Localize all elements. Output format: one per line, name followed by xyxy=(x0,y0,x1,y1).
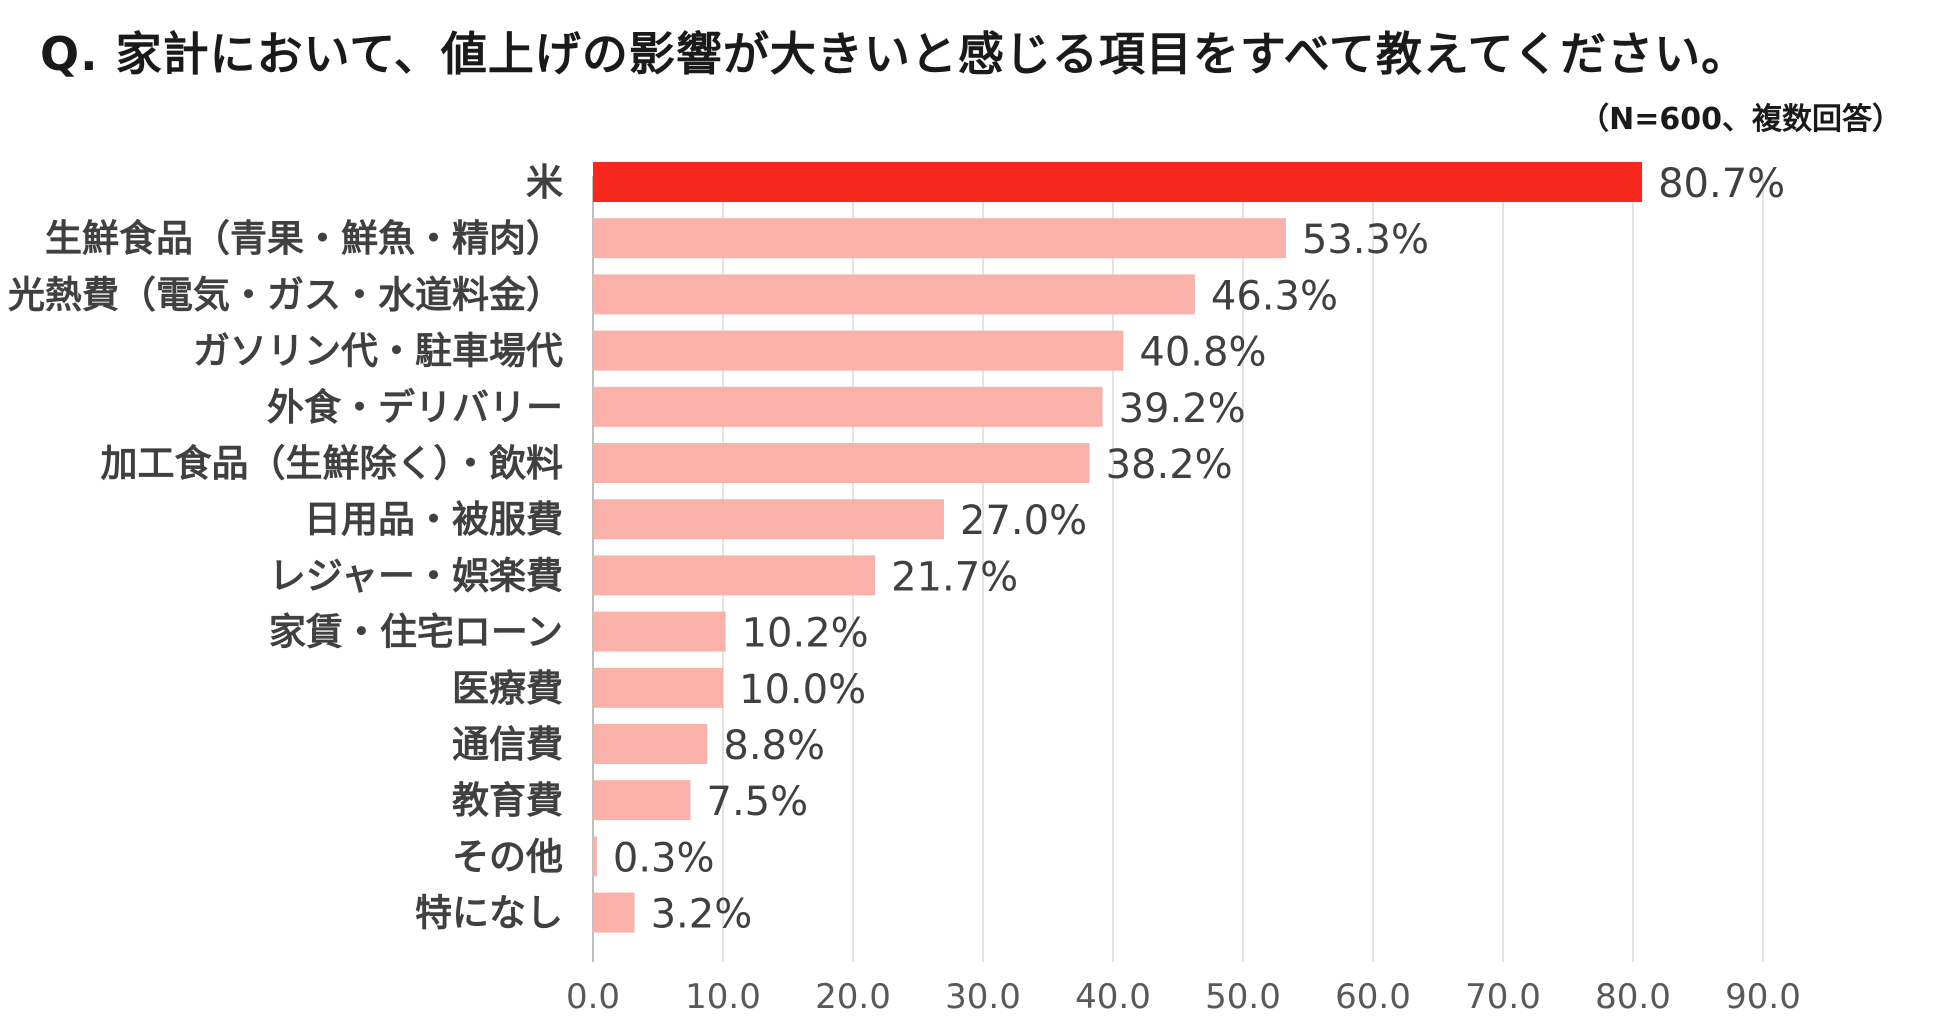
bar xyxy=(593,386,1103,427)
x-tick-label: 60.0 xyxy=(1335,977,1411,1017)
x-tick-label: 30.0 xyxy=(945,977,1021,1017)
x-axis-ticks: 0.0 10.0 20.0 30.0 40.0 50.0 60.0 70.0 80.0 90.0 xyxy=(566,977,1801,1017)
x-tick-label: 0.0 xyxy=(566,977,620,1017)
bars xyxy=(593,162,1643,933)
bar xyxy=(593,274,1195,315)
category-label: 加工食品（生鮮除く）・飲料 xyxy=(101,442,564,485)
category-label: 外食・デリバリー xyxy=(267,386,563,429)
data-label: 3.2% xyxy=(651,892,753,938)
data-label: 10.0% xyxy=(739,667,866,713)
category-label: 特になし xyxy=(415,892,563,935)
category-label: 光熱費（電気・ガス・水道料金） xyxy=(8,273,563,316)
bar xyxy=(593,555,876,596)
x-tick-label: 20.0 xyxy=(815,977,891,1017)
data-label: 39.2% xyxy=(1119,386,1246,432)
category-label: その他 xyxy=(452,835,563,878)
data-label: 46.3% xyxy=(1211,273,1338,319)
x-tick-label: 80.0 xyxy=(1595,977,1671,1017)
bar xyxy=(593,443,1090,483)
bar xyxy=(593,162,1643,202)
x-tick-label: 70.0 xyxy=(1465,977,1541,1017)
data-label: 40.8% xyxy=(1139,330,1266,376)
bar xyxy=(593,330,1124,371)
data-label: 21.7% xyxy=(891,554,1018,600)
bar xyxy=(593,667,723,708)
category-label: レジャー・娯楽費 xyxy=(269,554,563,597)
x-tick-label: 90.0 xyxy=(1725,977,1801,1017)
category-label: 生鮮食品（青果・鮮魚・精肉） xyxy=(45,217,563,260)
x-tick-label: 40.0 xyxy=(1075,977,1151,1017)
data-label: 0.3% xyxy=(613,835,715,881)
bar xyxy=(593,218,1286,259)
bar xyxy=(593,724,708,764)
bar xyxy=(593,499,944,540)
category-label: 教育費 xyxy=(452,779,563,822)
bar xyxy=(593,780,691,821)
x-tick-label: 50.0 xyxy=(1205,977,1281,1017)
data-label: 27.0% xyxy=(960,498,1087,544)
chart-title: Q. 家計において、値上げの影響が大きいと感じる項目をすべて教えてください。 xyxy=(40,27,1749,81)
data-label: 53.3% xyxy=(1302,217,1429,263)
x-tick-label: 10.0 xyxy=(685,977,761,1017)
bar xyxy=(593,611,726,652)
bar xyxy=(593,892,635,933)
value-labels: 80.7% 53.3% 46.3% 40.8% 39.2% 38.2% 27.0% 21.7%… xyxy=(613,161,1785,938)
data-label: 38.2% xyxy=(1106,442,1233,488)
category-label: ガソリン代・駐車場代 xyxy=(193,330,563,373)
category-label: 日用品・被服費 xyxy=(304,498,563,541)
chart-subtitle: （N=600、複数回答） xyxy=(1579,102,1902,137)
bar xyxy=(593,836,597,877)
category-label: 医療費 xyxy=(452,667,563,710)
category-label: 通信費 xyxy=(452,723,563,766)
category-label: 家賃・住宅ローン xyxy=(269,611,563,654)
data-label: 10.2% xyxy=(742,611,869,657)
data-label: 8.8% xyxy=(723,723,825,769)
category-label: 米 xyxy=(526,161,563,204)
data-label: 80.7% xyxy=(1658,161,1785,207)
data-label: 7.5% xyxy=(707,779,809,825)
